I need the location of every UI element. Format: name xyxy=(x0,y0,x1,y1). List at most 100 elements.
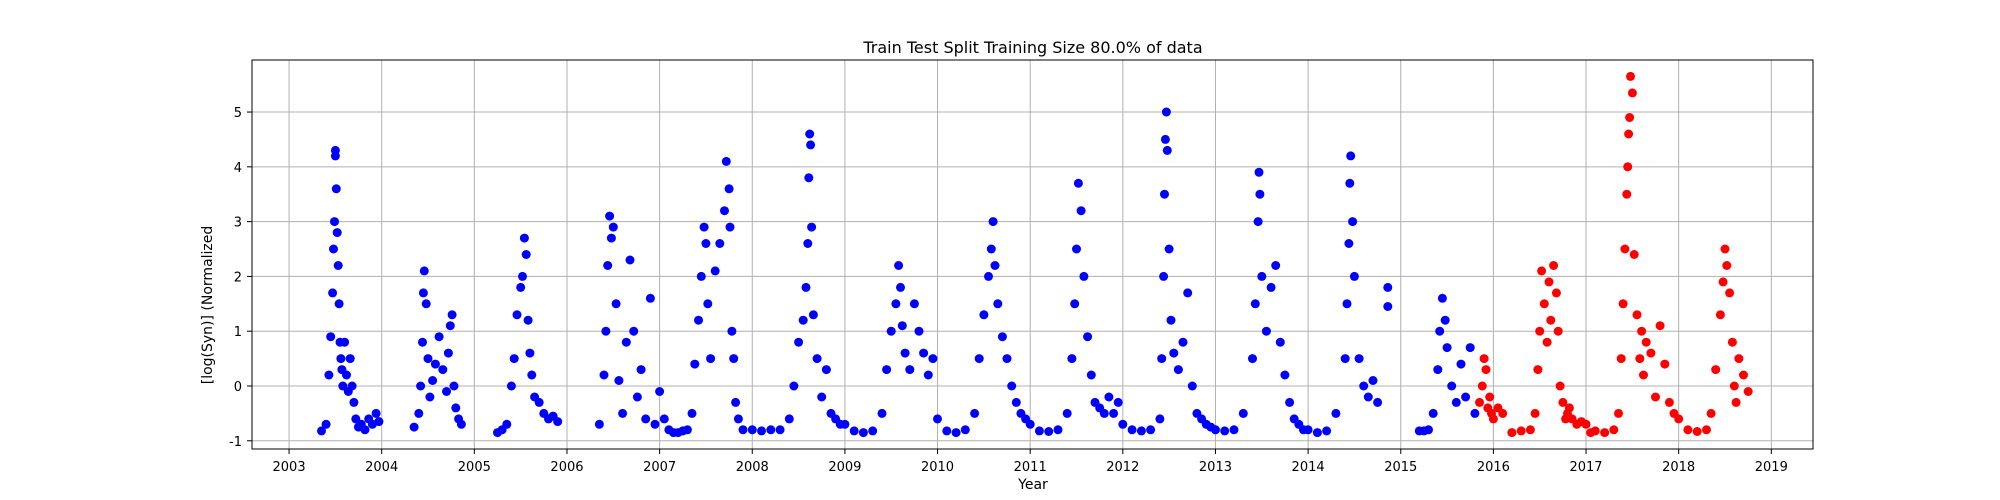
data-point xyxy=(1183,288,1193,298)
data-point xyxy=(1238,408,1248,418)
data-point xyxy=(1363,392,1373,402)
data-point xyxy=(794,337,804,347)
data-point xyxy=(970,408,980,418)
x-tick-label: 2013 xyxy=(1199,460,1232,475)
data-point xyxy=(409,422,419,432)
data-point xyxy=(1136,426,1146,436)
data-point xyxy=(328,288,338,298)
data-point xyxy=(594,419,604,429)
data-point xyxy=(650,419,660,429)
data-point xyxy=(423,354,433,364)
data-point xyxy=(418,337,427,347)
data-point xyxy=(1537,266,1547,276)
data-point xyxy=(1346,151,1356,161)
data-point xyxy=(1079,271,1089,281)
data-point xyxy=(1616,354,1626,364)
data-point xyxy=(1348,217,1358,227)
data-point xyxy=(1254,167,1264,177)
data-point xyxy=(1113,397,1123,407)
y-tick-label: 4 xyxy=(234,161,242,176)
data-point xyxy=(990,261,1000,270)
data-point xyxy=(605,211,615,221)
data-point xyxy=(641,414,651,424)
data-point xyxy=(988,217,998,227)
data-point xyxy=(621,337,631,347)
data-point xyxy=(321,419,331,429)
data-point xyxy=(1368,376,1378,385)
x-tick-label: 2015 xyxy=(1384,460,1417,475)
data-point xyxy=(1479,354,1489,364)
data-point xyxy=(1083,332,1093,342)
data-point xyxy=(1161,107,1171,117)
data-point xyxy=(960,425,970,435)
data-point xyxy=(443,348,453,358)
data-point xyxy=(324,370,334,380)
data-point xyxy=(512,310,522,320)
data-point xyxy=(817,392,827,402)
x-tick-label: 2010 xyxy=(921,460,954,475)
x-tick-label: 2004 xyxy=(365,460,398,475)
data-points xyxy=(317,71,1753,438)
data-point xyxy=(336,354,346,364)
y-tick-label: 2 xyxy=(234,270,242,285)
data-point xyxy=(599,370,609,380)
data-point xyxy=(1344,239,1354,248)
data-point xyxy=(1086,370,1096,380)
data-point xyxy=(1660,359,1670,369)
data-point xyxy=(1303,425,1313,435)
data-point xyxy=(979,310,989,320)
data-point xyxy=(1072,244,1081,254)
data-point xyxy=(1331,408,1341,418)
data-point xyxy=(1187,381,1197,391)
data-point xyxy=(449,381,459,391)
data-point xyxy=(374,417,384,427)
data-point xyxy=(342,370,351,380)
data-point xyxy=(425,392,435,402)
data-point xyxy=(1558,397,1568,407)
data-point xyxy=(338,381,348,391)
data-point xyxy=(1428,408,1438,418)
data-point xyxy=(687,408,697,418)
data-point xyxy=(731,397,741,407)
plot-frame xyxy=(251,59,1814,450)
data-point xyxy=(703,299,713,309)
data-point xyxy=(738,425,748,435)
data-point xyxy=(1564,403,1574,413)
data-point xyxy=(1618,299,1628,309)
data-point xyxy=(414,408,424,418)
data-point xyxy=(909,299,919,309)
data-point xyxy=(1127,425,1137,435)
data-point xyxy=(451,403,461,413)
y-axis-ticks: -1 0 1 2 3 4 5 xyxy=(229,106,252,450)
data-point xyxy=(1109,408,1119,418)
data-point xyxy=(502,419,512,429)
data-point xyxy=(803,239,813,248)
data-point xyxy=(986,244,996,254)
data-point xyxy=(801,282,811,292)
data-point xyxy=(1470,408,1480,418)
data-point xyxy=(821,365,831,375)
data-point xyxy=(690,359,700,369)
data-point xyxy=(1373,397,1383,407)
data-point xyxy=(1456,359,1466,369)
data-point xyxy=(808,310,818,320)
data-point xyxy=(1655,321,1665,331)
data-point xyxy=(1359,381,1369,391)
x-tick-label: 2019 xyxy=(1755,460,1788,475)
data-point xyxy=(1104,392,1114,402)
data-point xyxy=(1053,425,1063,435)
data-point xyxy=(418,288,428,298)
data-point xyxy=(1070,299,1080,309)
data-point xyxy=(1160,134,1170,144)
data-point xyxy=(1555,381,1565,391)
data-point xyxy=(1266,282,1276,292)
data-point xyxy=(1166,315,1176,325)
data-point xyxy=(506,381,516,391)
data-point xyxy=(897,321,907,331)
data-point xyxy=(951,428,961,438)
data-point xyxy=(1530,408,1540,418)
data-point xyxy=(806,140,816,150)
data-point xyxy=(868,426,878,436)
data-point xyxy=(1451,397,1461,407)
